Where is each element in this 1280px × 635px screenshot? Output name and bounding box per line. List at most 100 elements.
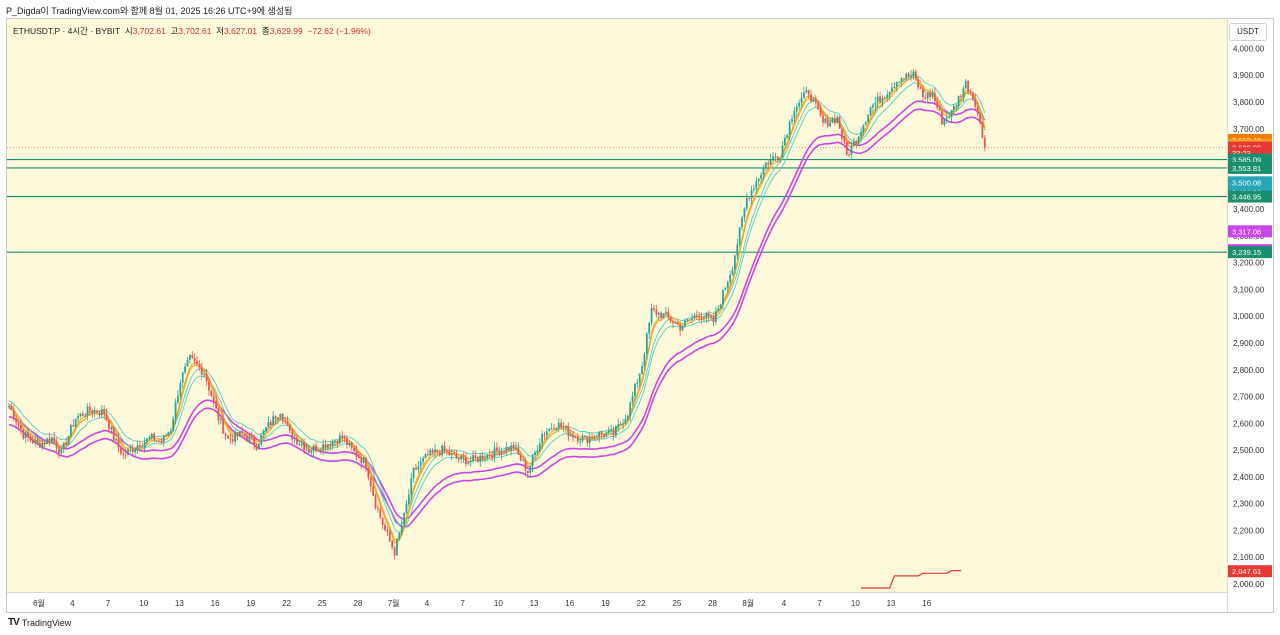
candle-body [526, 470, 529, 474]
candle-body [210, 390, 213, 397]
plot-area[interactable] [7, 19, 1227, 592]
x-tick-label: 13 [887, 599, 896, 608]
candle-body [229, 438, 232, 440]
y-tick-label: 3,400.00 [1233, 205, 1265, 214]
candle-body [296, 438, 298, 445]
candle-body [43, 442, 46, 444]
candle-body [284, 420, 286, 422]
candle-body [515, 447, 517, 450]
candle-body [393, 547, 396, 556]
x-tick-label: 13 [175, 599, 184, 608]
candle-body [964, 80, 967, 89]
candle-body [327, 444, 329, 449]
price-axis[interactable] [1227, 19, 1273, 612]
candle-body [93, 410, 96, 413]
magenta-band-line [8, 108, 986, 528]
open-label: 시 [124, 26, 133, 36]
candle-body [900, 78, 903, 82]
candle-body [538, 443, 541, 451]
candle-body [731, 269, 734, 275]
candle-body [396, 539, 398, 556]
price-label-text: 3,585.09 [1232, 156, 1261, 165]
candle-body [410, 478, 413, 495]
candle-body [472, 455, 474, 462]
candle-body [967, 80, 970, 93]
candle-body [105, 414, 108, 421]
candle-body [757, 178, 760, 182]
candle-body [803, 92, 805, 98]
time-axis[interactable] [7, 592, 1227, 612]
candle-body [910, 75, 912, 77]
candle-body [431, 449, 434, 453]
candle-body [919, 87, 922, 89]
candle-body [979, 113, 981, 123]
candle-body [412, 467, 415, 479]
candle-body [415, 467, 417, 470]
candle-body [407, 494, 410, 504]
candle-body [902, 78, 905, 80]
symbol-label: ETHUSDT.P · 4시간 · BYBIT [13, 26, 121, 36]
candle-body [634, 384, 636, 396]
candle-body [807, 90, 810, 95]
candle-body [446, 450, 448, 452]
candle-body [631, 395, 634, 403]
candle-body [705, 313, 708, 318]
chart-frame[interactable]: 2,000.00 2,100.00 2,200.00 2,300.00 2,400.00… [6, 18, 1274, 613]
candle-body [767, 162, 770, 165]
candle-body [983, 137, 986, 148]
candle-body [224, 433, 227, 436]
candle-body [231, 439, 234, 442]
candle-body [307, 449, 310, 453]
candle-body [969, 92, 972, 94]
x-tick-label: 4 [70, 599, 75, 608]
x-tick-label: 7 [106, 599, 111, 608]
candle-body [895, 82, 898, 87]
candle-body [662, 313, 665, 318]
candle-body [238, 431, 241, 437]
candle-body [829, 122, 831, 127]
price-chart[interactable]: 2,000.00 2,100.00 2,200.00 2,300.00 2,400.00… [7, 19, 1273, 612]
candle-body [62, 442, 65, 449]
candle-body [700, 317, 703, 319]
candle-body [262, 430, 265, 435]
candle-body [20, 425, 22, 430]
candle-body [369, 477, 372, 487]
candle-body [234, 431, 236, 442]
candle-body [810, 94, 812, 102]
candle-body [324, 443, 327, 449]
candle-body [667, 311, 670, 317]
candle-body [250, 436, 253, 438]
candle-body [605, 432, 608, 437]
candle-body [505, 447, 508, 453]
candle-body [357, 456, 360, 459]
candle-body [591, 437, 593, 439]
candle-body [122, 453, 125, 455]
tradingview-logo[interactable]: TV TradingView [8, 617, 71, 628]
x-tick-label: 10 [851, 599, 860, 608]
candle-body [141, 446, 144, 448]
candle-body [814, 98, 817, 103]
x-tick-label: 25 [672, 599, 681, 608]
candle-body [669, 316, 672, 322]
candle-body [812, 98, 815, 102]
y-tick-label: 2,600.00 [1233, 419, 1265, 428]
candle-body [850, 145, 853, 155]
currency-button[interactable]: USDT [1229, 23, 1267, 41]
candle-body [691, 318, 693, 320]
x-tick-label: 8월 [742, 598, 754, 608]
candle-body [567, 426, 570, 437]
candle-body [950, 110, 953, 118]
candle-body [36, 440, 39, 444]
candle-body [74, 418, 77, 427]
candle-body [79, 413, 82, 417]
candle-body [424, 454, 427, 459]
candle-body [562, 427, 565, 429]
candle-body [926, 92, 929, 99]
x-tick-label: 7 [817, 599, 822, 608]
candle-body [622, 423, 624, 425]
y-tick-label: 3,900.00 [1233, 71, 1265, 80]
candle-body [208, 381, 210, 391]
candle-body [886, 94, 889, 99]
candle-body [436, 449, 439, 453]
candle-body [831, 118, 834, 123]
